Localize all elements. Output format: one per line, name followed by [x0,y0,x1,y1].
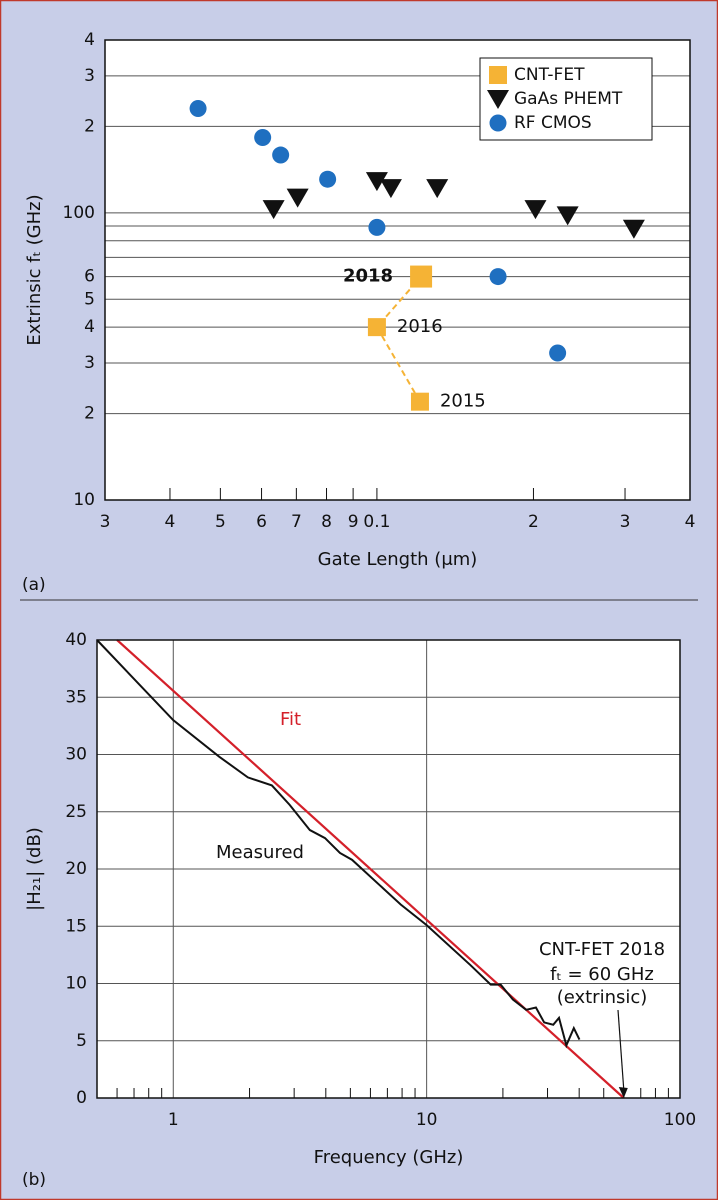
point [549,344,567,362]
legend-label: GaAs PHEMT [514,89,623,109]
point [524,200,547,220]
y-tick-label: 4 [84,317,95,337]
plot-border [96,639,681,1099]
y-axis-label: |H₂₁| (dB) [24,827,45,911]
legend-box [479,57,653,141]
y-tick-label: 6 [84,267,95,287]
y-tick-label: 4 [84,30,95,50]
annotation: (extrinsic) [557,987,648,1008]
legend-label: CNT-FET [514,65,585,85]
point [410,265,433,288]
x-tick-label: 6 [256,512,267,532]
series-label: Measured [216,842,304,863]
legend-marker [487,90,509,109]
y-tick-label: 2 [84,404,95,424]
x-tick-label: 8 [321,512,332,532]
point [410,392,429,411]
y-tick-label: 5 [84,289,95,309]
annotation: fₜ = 60 GHz [550,964,654,985]
y-tick-label: 100 [63,203,95,223]
y-tick-label: 2 [84,116,95,136]
x-tick-label: 1 [168,1110,179,1130]
legend-label: RF CMOS [514,113,592,133]
annotation: CNT-FET 2018 [539,939,665,960]
y-tick-label: 10 [73,490,95,510]
y-tick-label: 10 [65,974,87,994]
point [254,129,272,147]
point [556,206,579,226]
y-tick-label: 15 [65,916,87,936]
point [272,146,290,164]
x-axis-label: Gate Length (μm) [318,549,478,570]
arrow-head [618,1087,628,1098]
y-tick-label: 20 [65,859,87,879]
panel-label: (b) [22,1170,46,1190]
y-tick-label: 30 [65,745,87,765]
x-tick-label: 4 [685,512,696,532]
y-tick-label: 3 [84,353,95,373]
point [379,179,402,199]
series-line [375,275,422,403]
y-tick-label: 35 [65,687,87,707]
x-tick-label: 9 [348,512,359,532]
y-axis-label: Extrinsic fₜ (GHz) [24,194,45,345]
point [368,218,386,236]
series-line [96,639,581,1049]
x-tick-label: 3 [100,512,111,532]
point [426,179,449,199]
point [367,318,386,337]
y-tick-label: 5 [76,1031,87,1051]
point [262,200,285,220]
point [286,188,309,208]
x-tick-label: 7 [291,512,302,532]
legend-marker [489,66,507,84]
point-label: 2016 [397,316,443,337]
y-tick-label: 40 [65,630,87,650]
point [365,172,388,192]
y-tick-label: 3 [84,66,95,86]
series-line [116,639,625,1099]
x-axis-label: Frequency (GHz) [314,1147,464,1168]
point [319,170,337,188]
panel-label: (a) [22,575,46,595]
x-tick-label: 3 [620,512,631,532]
point [622,219,645,239]
x-tick-label: 4 [165,512,176,532]
point [189,99,207,117]
x-tick-label: 5 [215,512,226,532]
x-tick-label: 10 [416,1110,438,1130]
annotation-arrow [617,1009,625,1091]
point [489,268,507,286]
legend-marker [489,114,507,132]
x-tick-label: 0.1 [363,512,390,532]
series-label: Fit [280,709,301,730]
point-label: 2015 [440,391,486,412]
x-tick-label: 2 [528,512,539,532]
y-tick-label: 25 [65,802,87,822]
plot-border [104,39,691,501]
point-label: 2018 [343,266,393,287]
x-tick-label: 100 [664,1110,696,1130]
y-tick-label: 0 [76,1088,87,1108]
